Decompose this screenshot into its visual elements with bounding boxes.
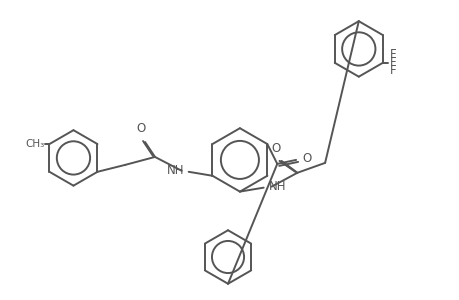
Text: F: F: [389, 64, 396, 77]
Text: O: O: [302, 152, 311, 165]
Text: O: O: [136, 122, 146, 135]
Text: NH: NH: [167, 164, 185, 177]
Text: CH₃: CH₃: [25, 139, 45, 149]
Text: F: F: [389, 48, 396, 62]
Text: F: F: [389, 56, 396, 69]
Text: O: O: [270, 142, 280, 155]
Text: NH: NH: [268, 180, 285, 193]
